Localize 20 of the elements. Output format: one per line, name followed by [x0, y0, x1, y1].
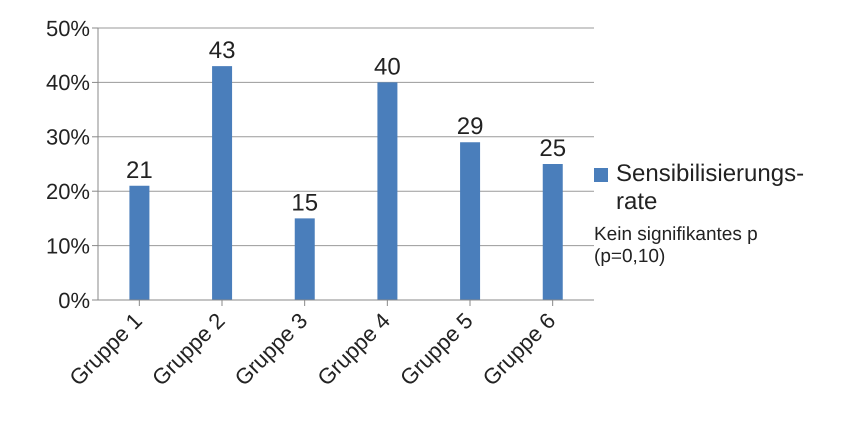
- data-label: 21: [126, 156, 153, 184]
- bar: [542, 164, 563, 300]
- bar: [294, 218, 315, 300]
- bar: [377, 82, 398, 300]
- bar: [129, 186, 150, 300]
- y-tick-label: 40%: [46, 70, 90, 96]
- y-tick-label: 30%: [46, 124, 90, 150]
- legend-label: Sensibilisierungs-rate: [616, 160, 804, 216]
- annotation: Kein signifikantes p (p=0,10): [594, 224, 759, 268]
- bar: [460, 142, 480, 300]
- y-tick-label: 50%: [46, 16, 90, 41]
- y-tick-label: 10%: [46, 233, 90, 258]
- data-label: 40: [374, 53, 401, 80]
- y-tick-label: 0%: [58, 288, 90, 313]
- bar: [212, 66, 232, 300]
- data-label: 29: [456, 113, 484, 140]
- data-label: 25: [539, 135, 566, 162]
- y-tick-label: 20%: [46, 179, 90, 204]
- data-label: 15: [291, 189, 318, 216]
- data-label: 43: [208, 37, 236, 64]
